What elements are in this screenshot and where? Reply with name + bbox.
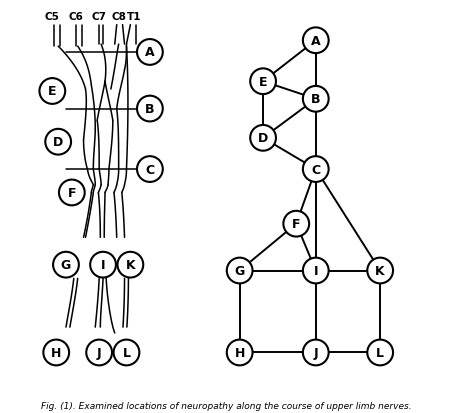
Text: A: A	[310, 35, 320, 47]
Circle shape	[367, 340, 392, 366]
Text: E: E	[48, 85, 56, 98]
Circle shape	[90, 252, 115, 278]
Text: H: H	[234, 346, 244, 359]
Text: I: I	[313, 264, 318, 278]
Text: I: I	[101, 259, 105, 271]
Text: B: B	[145, 103, 154, 116]
Text: L: L	[375, 346, 383, 359]
Text: E: E	[258, 76, 267, 88]
Circle shape	[137, 157, 162, 183]
Text: L: L	[122, 346, 130, 359]
Text: G: G	[234, 264, 244, 278]
Text: C: C	[311, 163, 320, 176]
Circle shape	[137, 96, 162, 122]
Text: B: B	[310, 93, 320, 106]
Circle shape	[250, 69, 276, 95]
Circle shape	[302, 28, 328, 54]
Circle shape	[302, 340, 328, 366]
Circle shape	[39, 79, 65, 104]
Text: F: F	[291, 218, 300, 230]
Circle shape	[226, 258, 252, 284]
Circle shape	[43, 340, 69, 366]
Text: F: F	[68, 187, 76, 199]
Text: D: D	[258, 132, 267, 145]
Text: T1: T1	[127, 12, 141, 21]
Circle shape	[86, 340, 112, 366]
Circle shape	[59, 180, 84, 206]
Text: K: K	[125, 259, 135, 271]
Text: C5: C5	[45, 12, 60, 21]
Circle shape	[137, 40, 162, 66]
Circle shape	[302, 87, 328, 112]
Text: K: K	[374, 264, 384, 278]
Text: C: C	[145, 163, 154, 176]
Circle shape	[226, 340, 252, 366]
Text: J: J	[313, 346, 318, 359]
Circle shape	[113, 340, 139, 366]
Circle shape	[302, 157, 328, 183]
Circle shape	[367, 258, 392, 284]
Text: G: G	[61, 259, 71, 271]
Text: H: H	[51, 346, 61, 359]
Text: A: A	[145, 46, 154, 59]
Text: Fig. (1). Examined locations of neuropathy along the course of upper limb nerves: Fig. (1). Examined locations of neuropat…	[41, 401, 410, 410]
Circle shape	[250, 126, 276, 151]
Circle shape	[283, 211, 308, 237]
Circle shape	[117, 252, 143, 278]
Text: C7: C7	[92, 12, 106, 21]
Text: C8: C8	[111, 12, 126, 21]
Text: J: J	[97, 346, 101, 359]
Circle shape	[45, 130, 71, 155]
Circle shape	[302, 258, 328, 284]
Text: D: D	[53, 136, 63, 149]
Text: C6: C6	[68, 12, 83, 21]
Circle shape	[53, 252, 78, 278]
